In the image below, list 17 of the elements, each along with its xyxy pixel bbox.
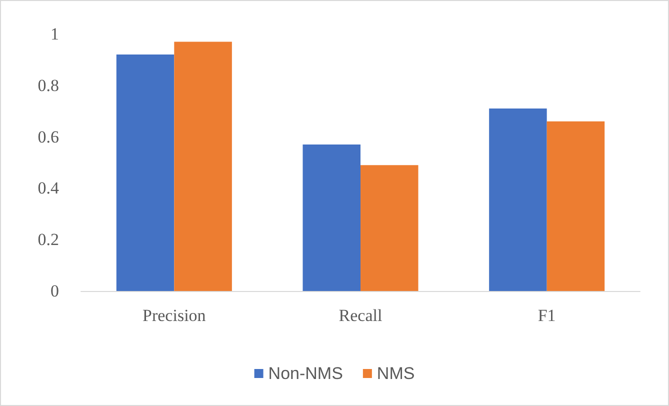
x-tick-label: Precision	[142, 306, 206, 325]
bar	[489, 108, 547, 291]
y-tick-label: 0.6	[38, 127, 59, 146]
x-tick-label: F1	[538, 306, 556, 325]
bar	[174, 42, 232, 291]
y-tick-label: 0.4	[38, 178, 60, 198]
bar	[360, 165, 418, 291]
bar	[116, 54, 174, 291]
x-tick-label: Recall	[338, 306, 382, 325]
y-tick-label: 0.8	[38, 76, 59, 95]
bar	[546, 121, 605, 291]
legend-label: Non-NMS	[268, 364, 343, 383]
legend-label: NMS	[376, 364, 415, 383]
y-tick-label: 1	[50, 24, 59, 44]
bar	[302, 144, 360, 291]
y-tick-label: 0	[50, 282, 59, 300]
y-tick-label: 0.2	[38, 230, 59, 250]
